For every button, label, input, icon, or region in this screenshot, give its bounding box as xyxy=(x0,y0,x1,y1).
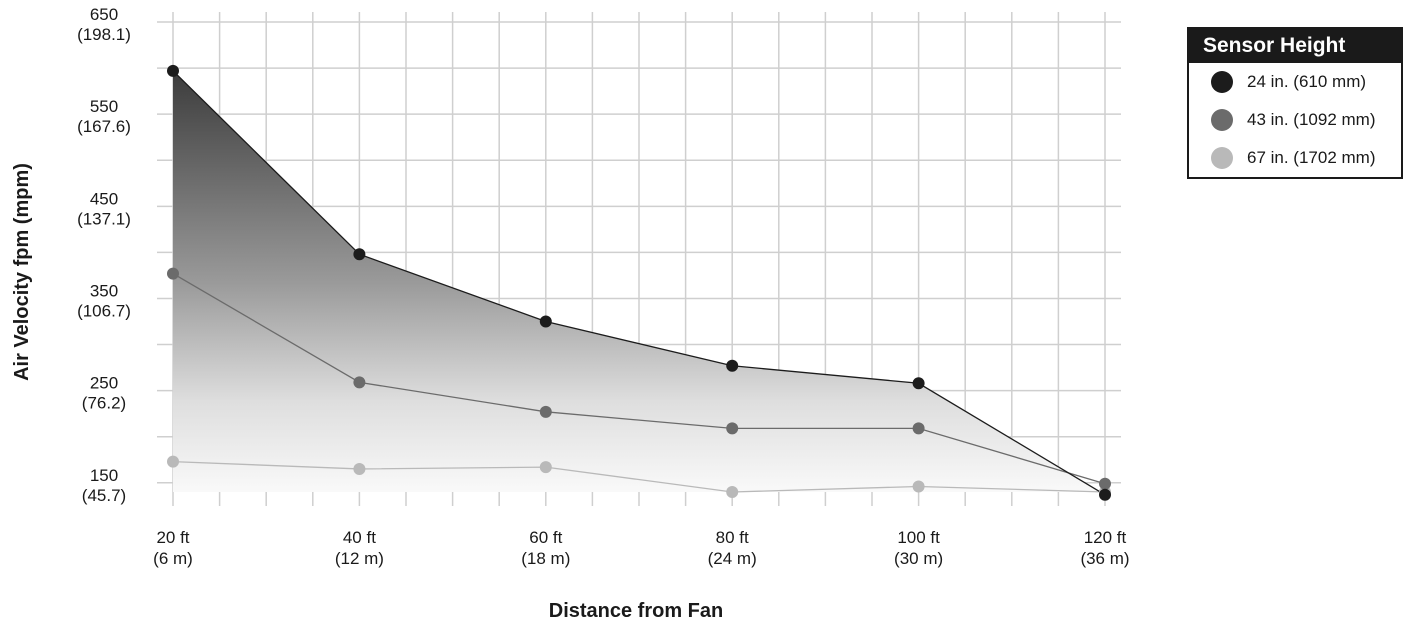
x-tick-label: 80 ft xyxy=(716,528,749,547)
x-tick-label: 100 ft xyxy=(897,528,940,547)
legend-label-24in: 24 in. (610 mm) xyxy=(1247,72,1367,91)
data-point-43in xyxy=(167,267,179,280)
y-tick-label: 150 xyxy=(90,466,118,485)
data-point-43in xyxy=(912,422,925,435)
legend-swatch-67in xyxy=(1211,147,1233,169)
y-tick-label: 450 xyxy=(90,189,118,208)
data-point-67in xyxy=(726,486,739,498)
legend-title: Sensor Height xyxy=(1189,29,1401,63)
legend-item-43in: 43 in. (1092 mm) xyxy=(1189,101,1401,139)
x-tick-label: 40 ft xyxy=(343,528,376,547)
x-tick-label: 20 ft xyxy=(156,528,189,547)
y-tick-sublabel: (198.1) xyxy=(77,25,131,44)
x-tick-label: 120 ft xyxy=(1084,528,1127,547)
data-point-43in xyxy=(726,422,739,435)
x-tick-sublabel: (18 m) xyxy=(521,549,570,568)
x-tick-sublabel: (36 m) xyxy=(1080,549,1129,568)
y-tick-sublabel: (76.2) xyxy=(82,394,126,413)
legend-swatch-43in xyxy=(1211,109,1233,131)
y-tick-label: 650 xyxy=(90,5,118,24)
data-point-67in xyxy=(353,462,366,475)
legend: Sensor Height 24 in. (610 mm) 43 in. (10… xyxy=(1187,27,1403,179)
area-fill-24in xyxy=(173,70,1105,495)
legend-swatch-24in xyxy=(1211,71,1233,93)
x-tick-sublabel: (6 m) xyxy=(153,549,193,568)
series-line-43in xyxy=(172,273,1106,485)
data-point-24in xyxy=(539,315,552,328)
data-point-24in xyxy=(726,359,739,372)
x-tick-sublabel: (12 m) xyxy=(335,549,384,568)
y-tick-sublabel: (45.7) xyxy=(82,486,126,505)
legend-item-67in: 67 in. (1702 mm) xyxy=(1189,139,1401,177)
data-point-67in xyxy=(167,455,179,468)
x-axis-title: Distance from Fan xyxy=(549,600,723,622)
y-axis-title: Air Velocity fpm (mpm) xyxy=(11,163,33,381)
area-fill-layer xyxy=(173,70,1105,495)
series-line-67in xyxy=(172,460,1106,493)
y-tick-label: 550 xyxy=(90,97,118,116)
x-axis-ticks: 20 ft (6 m) 40 ft (12 m) 60 ft (18 m) 80 ft (24… xyxy=(153,528,1129,568)
data-point-43in xyxy=(539,405,552,418)
y-tick-sublabel: (167.6) xyxy=(77,117,131,136)
legend-label-67in: 67 in. (1702 mm) xyxy=(1247,148,1376,167)
data-point-24in xyxy=(353,248,366,261)
x-tick-label: 60 ft xyxy=(529,528,562,547)
y-tick-label: 350 xyxy=(90,281,118,300)
data-point-43in xyxy=(353,376,366,389)
legend-item-24in: 24 in. (610 mm) xyxy=(1189,63,1401,101)
series-line-24in xyxy=(172,70,1106,496)
y-axis-ticks: 150(45.7) 250(76.2) 350(106.7) 450(137.1) 55… xyxy=(77,5,131,505)
y-tick-label: 250 xyxy=(90,374,118,393)
data-point-24in xyxy=(1099,488,1111,501)
x-tick-sublabel: (24 m) xyxy=(708,549,757,568)
series-lines-layer xyxy=(172,70,1106,496)
x-tick-sublabel: (30 m) xyxy=(894,549,943,568)
data-point-67in xyxy=(912,480,925,493)
y-tick-sublabel: (137.1) xyxy=(77,209,131,228)
y-tick-sublabel: (106.7) xyxy=(77,301,131,320)
data-points-layer xyxy=(167,64,1111,501)
data-point-67in xyxy=(539,461,552,474)
data-point-24in xyxy=(912,377,925,390)
data-point-24in xyxy=(167,64,179,77)
data-point-43in xyxy=(1099,477,1111,490)
legend-label-43in: 43 in. (1092 mm) xyxy=(1247,110,1376,129)
